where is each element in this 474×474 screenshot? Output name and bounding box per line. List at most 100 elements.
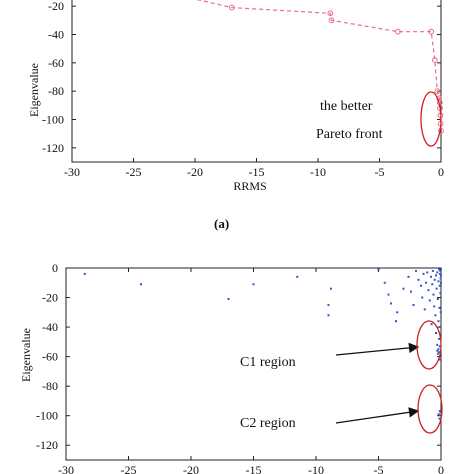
x-tick-label-a-4: -10 bbox=[310, 165, 326, 179]
x-tick-label-b-4: -10 bbox=[308, 463, 324, 474]
scatter-point-b-9 bbox=[383, 281, 386, 284]
scatter-point-b-49 bbox=[438, 358, 441, 361]
y-tick-label-a-5: -120 bbox=[42, 141, 64, 155]
scatter-point-b-43 bbox=[437, 280, 440, 283]
scatter-point-b-13 bbox=[396, 311, 399, 314]
data-point-a-2 bbox=[327, 10, 334, 17]
scatter-point-b-63 bbox=[438, 410, 441, 413]
y-axis-label-a: Eigenvalue bbox=[27, 63, 41, 117]
y-tick-label-a-3: -80 bbox=[48, 84, 64, 98]
chart-panel-b: -30 -25 -20 -15 -10 -5 00-20-40-60-80-100-120 … bbox=[19, 261, 444, 474]
y-tick-label-b-0: 0 bbox=[52, 261, 58, 275]
x-tick-label-b-0: -30 bbox=[58, 463, 74, 474]
x-tick-label-b-5: -5 bbox=[374, 463, 384, 474]
scatter-point-b-53 bbox=[439, 269, 442, 272]
scatter-point-b-31 bbox=[431, 269, 434, 272]
axes-a: -30 -25 -20 -15 -10 -5 0 -20 -40 -60 -80 -100 -120 bbox=[42, 0, 444, 179]
data-point-a-4 bbox=[395, 28, 401, 35]
scatter-point-b-58 bbox=[440, 281, 442, 284]
y-tick-label-b-5: -100 bbox=[36, 409, 58, 423]
scatter-point-b-62 bbox=[438, 351, 441, 354]
series-line-a-0 bbox=[196, 0, 442, 131]
scatter-point-b-1 bbox=[140, 283, 142, 286]
scatter-point-b-7 bbox=[330, 287, 332, 290]
scatter-point-b-54 bbox=[439, 277, 442, 280]
scatter-point-b-42 bbox=[436, 352, 439, 355]
scatter-point-b-51 bbox=[439, 326, 442, 329]
data-point-a-1 bbox=[229, 4, 235, 11]
chart-panel-a: -30 -25 -20 -15 -10 -5 0 -20 -40 -60 -80 -100 -120 E… bbox=[27, 0, 444, 231]
y-axis-label-b: Eigenvalue bbox=[19, 328, 33, 382]
scatter-point-b-37 bbox=[435, 331, 437, 334]
y-tick-label-a-4: -100 bbox=[42, 113, 64, 127]
highlight-ellipse-a bbox=[420, 91, 442, 147]
scatter-point-b-35 bbox=[434, 314, 437, 317]
axes-b: -30 -25 -20 -15 -10 -5 0 0 -20 -40 -60 -80 -100 -120 bbox=[36, 261, 444, 474]
scatter-point-b-14 bbox=[402, 287, 405, 290]
scatter-point-b-8 bbox=[377, 268, 380, 271]
x-tick-label-a-2: -20 bbox=[187, 165, 203, 179]
scatter-point-b-28 bbox=[430, 275, 432, 278]
annotation-c2: C2 region bbox=[240, 416, 296, 431]
scatter-point-b-27 bbox=[428, 299, 431, 302]
scatter-point-b-40 bbox=[436, 271, 439, 274]
scatter-point-b-60 bbox=[436, 349, 439, 352]
scatter-point-b-30 bbox=[431, 283, 434, 286]
scatter-point-b-5 bbox=[327, 303, 330, 306]
scatter-point-b-18 bbox=[415, 269, 417, 272]
scatter-point-b-4 bbox=[296, 275, 299, 278]
data-point-a-3 bbox=[328, 17, 335, 24]
scatter-point-b-23 bbox=[423, 308, 426, 311]
scatter-point-b-44 bbox=[437, 320, 440, 323]
scatter-point-b-16 bbox=[410, 290, 412, 293]
scatter-point-b-50 bbox=[439, 272, 441, 275]
data-point-a-5 bbox=[428, 28, 435, 35]
scatter-point-b-3 bbox=[252, 283, 255, 286]
scatter-point-b-56 bbox=[440, 268, 442, 271]
scatter-point-b-47 bbox=[438, 306, 441, 309]
panel-label-a: (a) bbox=[214, 216, 229, 231]
x-tick-label-a-0: -30 bbox=[64, 165, 80, 179]
scatter-point-b-2 bbox=[227, 298, 230, 301]
scatter-point-b-21 bbox=[421, 296, 424, 299]
x-tick-label-b-1: -25 bbox=[121, 463, 137, 474]
x-tick-label-b-3: -15 bbox=[246, 463, 262, 474]
scatter-point-b-64 bbox=[438, 417, 441, 420]
scatter-point-b-61 bbox=[438, 345, 441, 348]
x-tick-label-b-6: 0 bbox=[438, 463, 444, 474]
scatter-point-b-33 bbox=[433, 305, 436, 308]
x-tick-label-a-1: -25 bbox=[126, 165, 142, 179]
x-tick-label-a-3: -15 bbox=[249, 165, 265, 179]
x-tick-label-b-2: -20 bbox=[183, 463, 199, 474]
y-tick-label-b-1: -20 bbox=[42, 291, 58, 305]
scatter-point-b-12 bbox=[395, 320, 397, 323]
scatter-point-b-24 bbox=[425, 281, 427, 284]
scatter-point-b-22 bbox=[422, 272, 425, 275]
scatter-point-b-41 bbox=[436, 298, 439, 301]
scatter-point-b-32 bbox=[432, 293, 435, 296]
scatter-point-b-36 bbox=[435, 274, 437, 277]
x-tick-label-a-5: -5 bbox=[375, 165, 385, 179]
scatter-point-b-65 bbox=[437, 413, 440, 416]
y-tick-label-b-6: -120 bbox=[36, 438, 58, 452]
annotation-c1: C1 region bbox=[240, 355, 296, 370]
data-point-a-7 bbox=[434, 88, 441, 95]
highlight-ellipse-c1 bbox=[416, 320, 442, 370]
arrow-c1 bbox=[335, 342, 420, 356]
scatter-point-b-38 bbox=[435, 287, 438, 290]
scatter-point-b-26 bbox=[427, 289, 430, 292]
series-b bbox=[83, 268, 442, 420]
x-tick-label-a-6: 0 bbox=[438, 165, 444, 179]
scatter-point-b-0 bbox=[83, 272, 86, 275]
scatter-point-b-20 bbox=[420, 284, 422, 287]
y-tick-label-a-1: -40 bbox=[48, 28, 64, 42]
data-point-a-6 bbox=[431, 57, 438, 63]
scatter-point-b-17 bbox=[412, 303, 415, 306]
scatter-point-b-55 bbox=[439, 311, 442, 314]
scatter-point-b-48 bbox=[438, 284, 441, 287]
y-tick-label-a-0: -20 bbox=[48, 0, 64, 13]
arrow-c2 bbox=[335, 407, 420, 424]
scatter-point-b-10 bbox=[387, 293, 390, 296]
x-axis-label-a: RRMS bbox=[233, 179, 266, 193]
